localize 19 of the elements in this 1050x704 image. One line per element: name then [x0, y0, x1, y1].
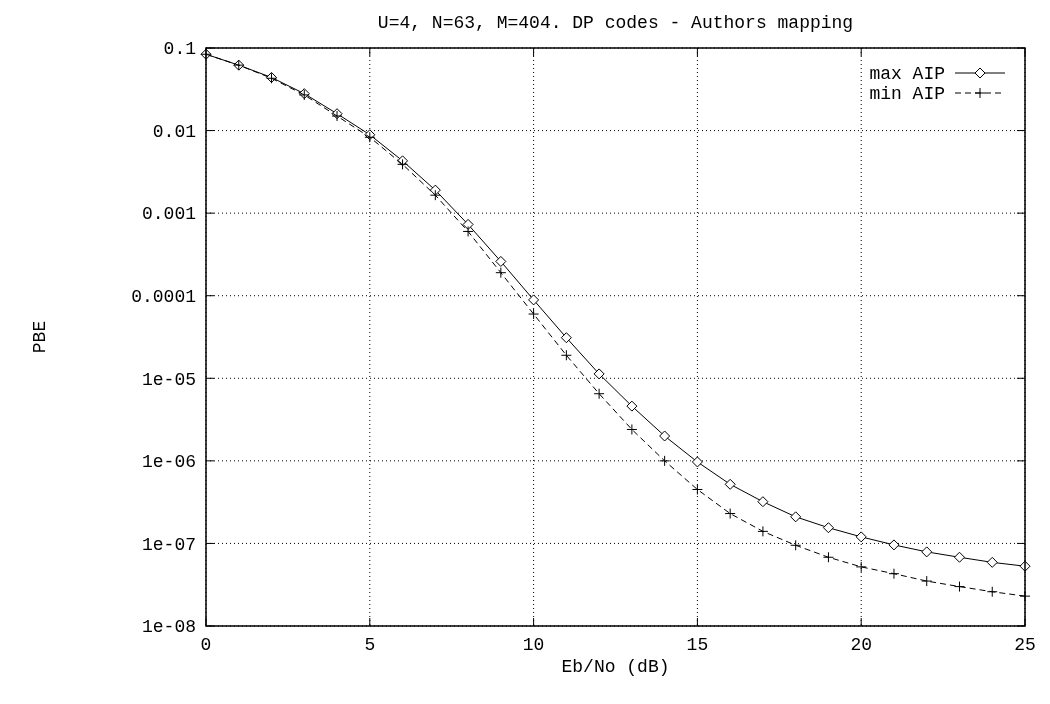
chart-title: U=4, N=63, M=404. DP codes - Authors mapping — [377, 13, 854, 33]
y-tick-label: 1e-05 — [141, 369, 196, 390]
y-tick-label: 1e-08 — [141, 617, 196, 638]
y-tick-label: 0.001 — [141, 204, 196, 225]
y-tick-label: 0.1 — [163, 39, 196, 60]
x-tick-label: 20 — [850, 635, 872, 655]
y-tick-label: 1e-07 — [141, 534, 196, 555]
x-tick-label: 25 — [1014, 635, 1036, 655]
y-tick-label: 0.0001 — [131, 287, 196, 308]
y-tick-label: 0.01 — [152, 121, 196, 142]
x-axis-title: Eb/No (dB) — [561, 657, 670, 677]
x-tick-label: 10 — [522, 635, 545, 655]
legend-label: min AIP — [869, 84, 945, 105]
x-tick-label: 5 — [364, 635, 376, 655]
y-axis-title: PBE — [30, 320, 50, 354]
x-tick-label: 15 — [686, 635, 709, 655]
y-tick-label: 1e-06 — [141, 452, 196, 473]
x-tick-label: 0 — [200, 635, 212, 655]
legend-label: max AIP — [869, 64, 945, 85]
